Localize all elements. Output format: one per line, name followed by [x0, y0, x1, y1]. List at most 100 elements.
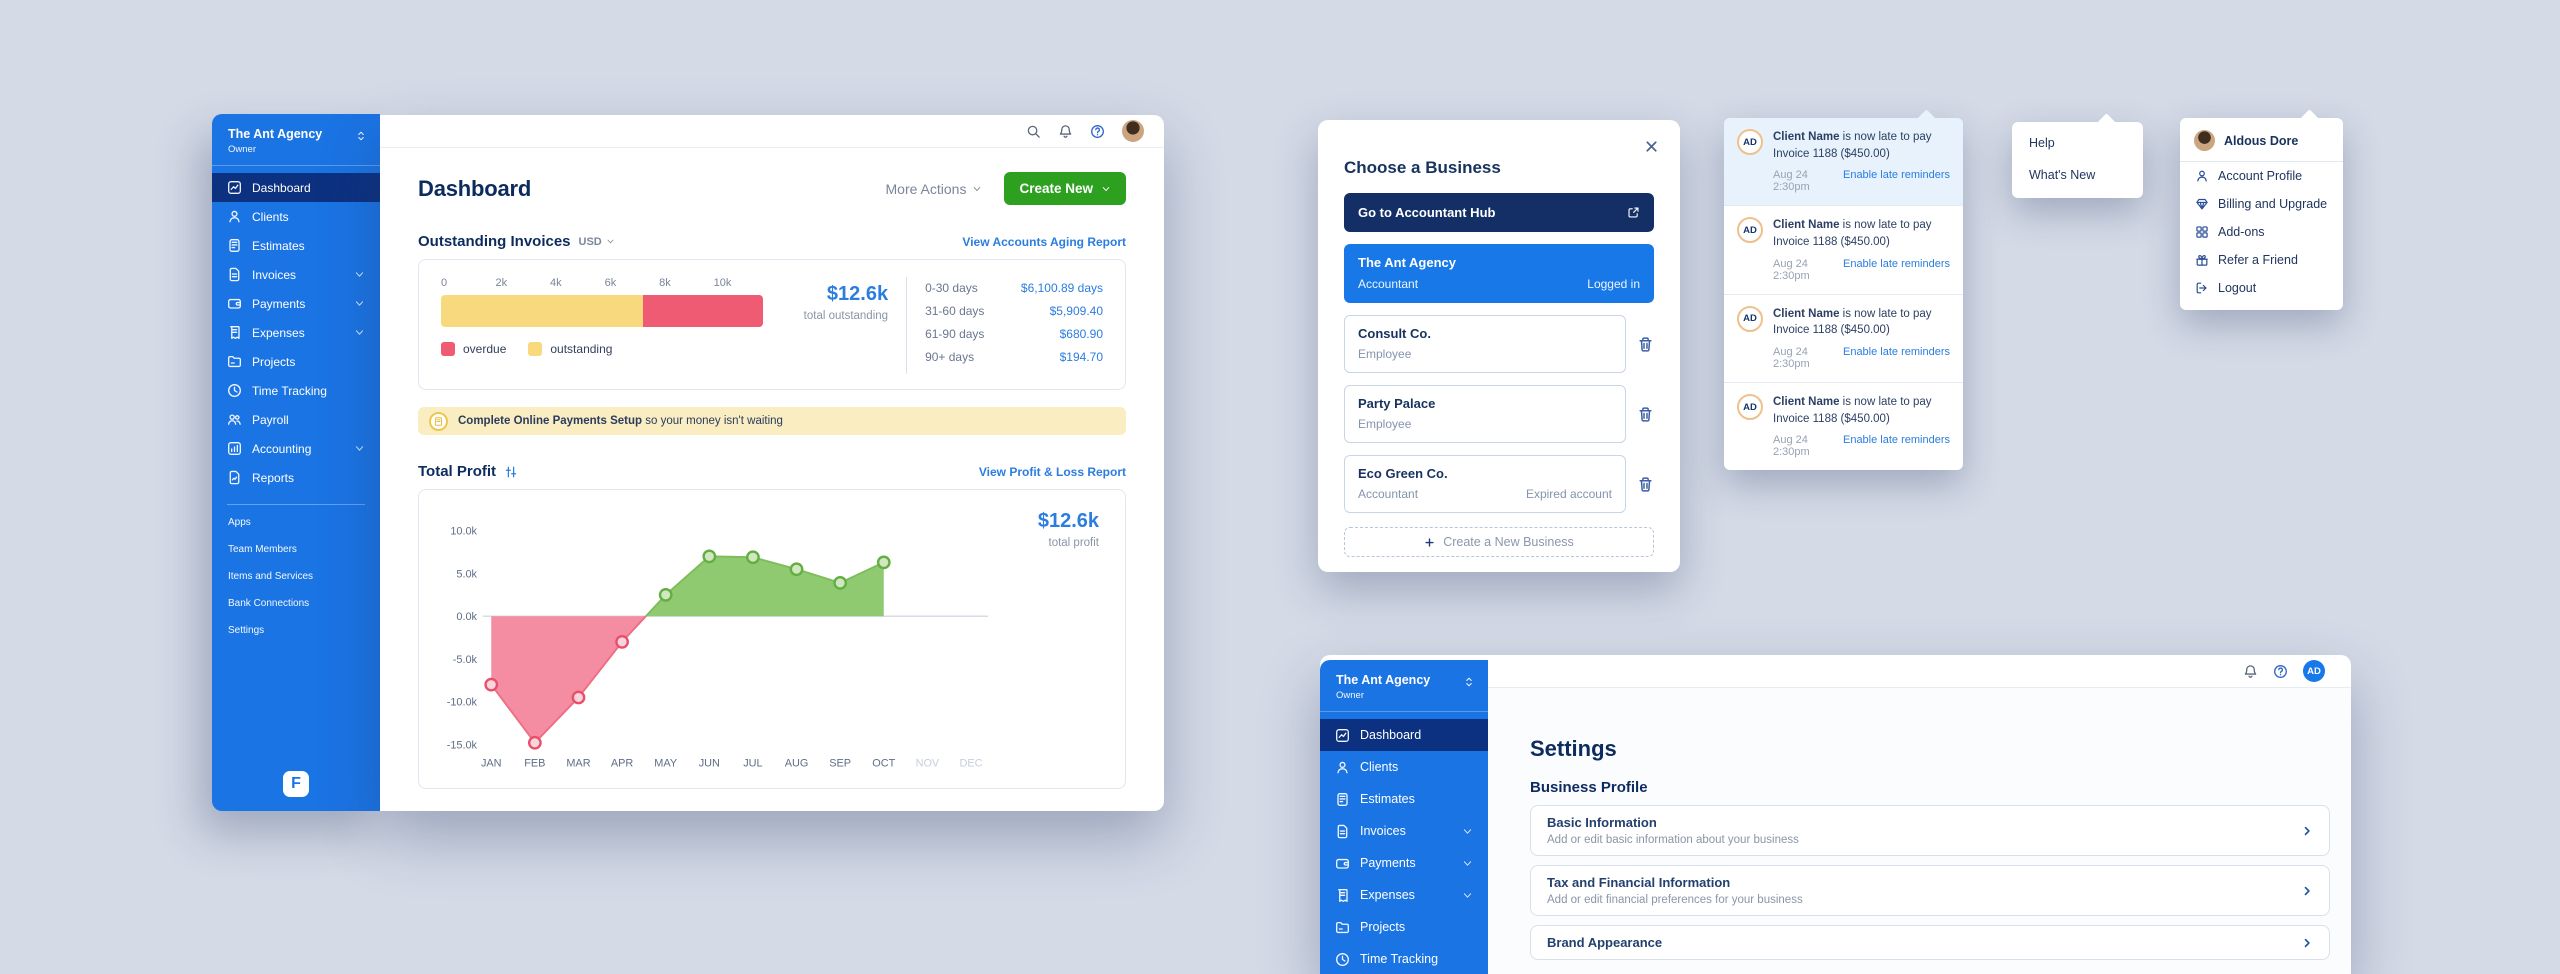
svg-text:-5.0k: -5.0k	[453, 654, 478, 666]
sidebar-item[interactable]: Clients	[1320, 751, 1488, 783]
notification-item[interactable]: AD Client Name is now late to pay Invoic…	[1724, 118, 1963, 206]
sidebar-item[interactable]: Accounting	[212, 434, 380, 463]
svg-text:0.0k: 0.0k	[456, 611, 477, 623]
trash-icon[interactable]	[1637, 336, 1654, 353]
help-menu-item[interactable]: Help	[2029, 136, 2055, 150]
sidebar-secondary-item[interactable]: Items and Services	[228, 571, 314, 582]
business-switcher[interactable]: The Ant Agency Owner	[212, 114, 380, 166]
choose-business-modal: Choose a Business Go to Accountant Hub T…	[1318, 120, 1680, 572]
business-name: The Ant Agency	[1358, 255, 1456, 270]
chevron-updown-icon[interactable]	[1463, 675, 1475, 689]
business-switcher[interactable]: The Ant Agency Owner	[1320, 660, 1488, 712]
settings-card[interactable]: Tax and Financial Information Add or edi…	[1530, 865, 2330, 916]
create-new-business-button[interactable]: Create a New Business	[1344, 527, 1654, 557]
sidebar-secondary-item[interactable]: Settings	[228, 625, 265, 636]
sidebar-item[interactable]: Time Tracking	[1320, 943, 1488, 974]
user-menu-header: Aldous Dore	[2180, 118, 2343, 162]
notification-time: Aug 24 2:30pm	[1773, 169, 1810, 194]
aging-table: 0-30 days $6,100.89 days 31-60 days $5,9…	[925, 277, 1103, 374]
enable-late-reminders-link[interactable]: Enable late reminders	[1842, 169, 1950, 182]
sidebar-item-label: Payroll	[252, 412, 289, 427]
sidebar-item[interactable]: Estimates	[1320, 783, 1488, 815]
bell-icon[interactable]	[1058, 124, 1073, 139]
sidebar: The Ant Agency Owner Dashboard Clients	[1320, 660, 1488, 974]
sidebar-item[interactable]: Payroll	[212, 405, 380, 434]
sidebar-item[interactable]: Reports	[212, 463, 380, 492]
sidebar-item[interactable]: Clients	[212, 202, 380, 231]
svg-text:APR: APR	[611, 757, 634, 769]
sidebar-item[interactable]: Dashboard	[1320, 719, 1488, 751]
sidebar-item[interactable]: Projects	[1320, 911, 1488, 943]
enable-late-reminders-link[interactable]: Enable late reminders	[1842, 257, 1950, 270]
reports-icon	[227, 470, 242, 485]
avatar-initials[interactable]: AD	[2303, 660, 2325, 682]
enable-late-reminders-link[interactable]: Enable late reminders	[1842, 346, 1950, 359]
sidebar-secondary-item[interactable]: Team Members	[228, 544, 297, 555]
outstanding-total-value: $12.6k	[826, 283, 889, 305]
chevron-down-icon	[1462, 826, 1473, 837]
view-accounts-aging-report-link[interactable]: View Accounts Aging Report	[962, 234, 1126, 249]
help-popover: Help What's New	[2012, 122, 2143, 198]
sidebar-item[interactable]: Projects	[212, 347, 380, 376]
settings-card-subtitle: Add or edit basic information about your…	[1547, 834, 1799, 846]
more-actions-button[interactable]: More Actions	[886, 181, 983, 197]
chevron-updown-icon[interactable]	[355, 129, 367, 143]
dashboard-icon	[227, 180, 242, 195]
gem-icon	[2195, 197, 2209, 211]
trash-icon[interactable]	[1637, 406, 1654, 423]
user-menu-item[interactable]: Logout	[2180, 274, 2343, 302]
sidebar-item[interactable]: Expenses	[212, 318, 380, 347]
notification-item[interactable]: AD Client Name is now late to pay Invoic…	[1724, 293, 1963, 382]
user-menu-item[interactable]: Refer a Friend	[2180, 246, 2343, 274]
total-profit-value: $12.6k	[1037, 510, 1099, 532]
outstanding-invoices-card: 0 2k 4k 6k 8k 10k overdue outstanding	[418, 259, 1126, 390]
business-card[interactable]: Eco Green Co. Accountant Expired account	[1344, 455, 1626, 513]
sidebar-item[interactable]: Payments	[212, 289, 380, 318]
svg-text:DEC: DEC	[959, 757, 982, 769]
help-icon[interactable]	[2273, 664, 2288, 679]
help-menu-item[interactable]: What's New	[2029, 168, 2096, 182]
settings-card[interactable]: Brand Appearance	[1530, 925, 2330, 960]
expenses-icon	[1335, 888, 1350, 903]
avatar[interactable]	[1122, 120, 1144, 142]
user-menu-item[interactable]: Account Profile	[2180, 162, 2343, 190]
sidebar-item[interactable]: Estimates	[212, 231, 380, 260]
currency-selector[interactable]: USD	[579, 236, 615, 248]
sidebar-item[interactable]: Expenses	[1320, 879, 1488, 911]
outstanding-bar	[441, 295, 763, 327]
notification-item[interactable]: AD Client Name is now late to pay Invoic…	[1724, 382, 1963, 470]
bell-icon[interactable]	[2243, 664, 2258, 679]
trash-icon[interactable]	[1637, 476, 1654, 493]
sidebar-item[interactable]: Payments	[1320, 847, 1488, 879]
freshbooks-logo-icon: F	[283, 771, 309, 797]
payments-setup-link[interactable]: Complete Online Payments Setup	[458, 415, 643, 427]
create-new-button[interactable]: Create New	[1004, 172, 1126, 205]
sidebar-item-label: Expenses	[252, 325, 305, 340]
sidebar-secondary-item[interactable]: Apps	[228, 517, 251, 528]
settings-card[interactable]: Basic Information Add or edit basic info…	[1530, 805, 2330, 856]
view-profit-loss-report-link[interactable]: View Profit & Loss Report	[978, 464, 1126, 479]
search-icon[interactable]	[1026, 124, 1041, 139]
sidebar-item[interactable]: Invoices	[1320, 815, 1488, 847]
sidebar: The Ant Agency Owner Dashboard Clients E…	[212, 114, 380, 811]
business-card[interactable]: Consult Co. Employee	[1344, 315, 1626, 373]
help-icon[interactable]	[1090, 124, 1105, 139]
notification-item[interactable]: AD Client Name is now late to pay Invoic…	[1724, 205, 1963, 293]
business-card[interactable]: Party Palace Employee	[1344, 385, 1626, 443]
user-menu-item[interactable]: Billing and Upgrade	[2180, 190, 2343, 218]
business-status: Logged in	[1587, 277, 1640, 291]
sidebar-item[interactable]: Time Tracking	[212, 376, 380, 405]
sliders-icon[interactable]	[504, 465, 518, 479]
current-business-card[interactable]: The Ant Agency Accountant Logged in	[1344, 244, 1654, 303]
close-icon[interactable]	[1644, 139, 1659, 154]
enable-late-reminders-link[interactable]: Enable late reminders	[1842, 434, 1950, 447]
user-menu-item[interactable]: Add-ons	[2180, 218, 2343, 246]
sidebar-item[interactable]: Dashboard	[212, 173, 380, 202]
accountant-hub-button[interactable]: Go to Accountant Hub	[1344, 193, 1654, 232]
sidebar-secondary-item[interactable]: Bank Connections	[228, 598, 310, 609]
chevron-down-icon	[1101, 184, 1111, 194]
sidebar-item[interactable]: Invoices	[212, 260, 380, 289]
user-menu-item-label: Logout	[2218, 281, 2257, 295]
sidebar-item-label: Expenses	[1360, 888, 1415, 902]
time-tracking-icon	[1335, 952, 1350, 967]
